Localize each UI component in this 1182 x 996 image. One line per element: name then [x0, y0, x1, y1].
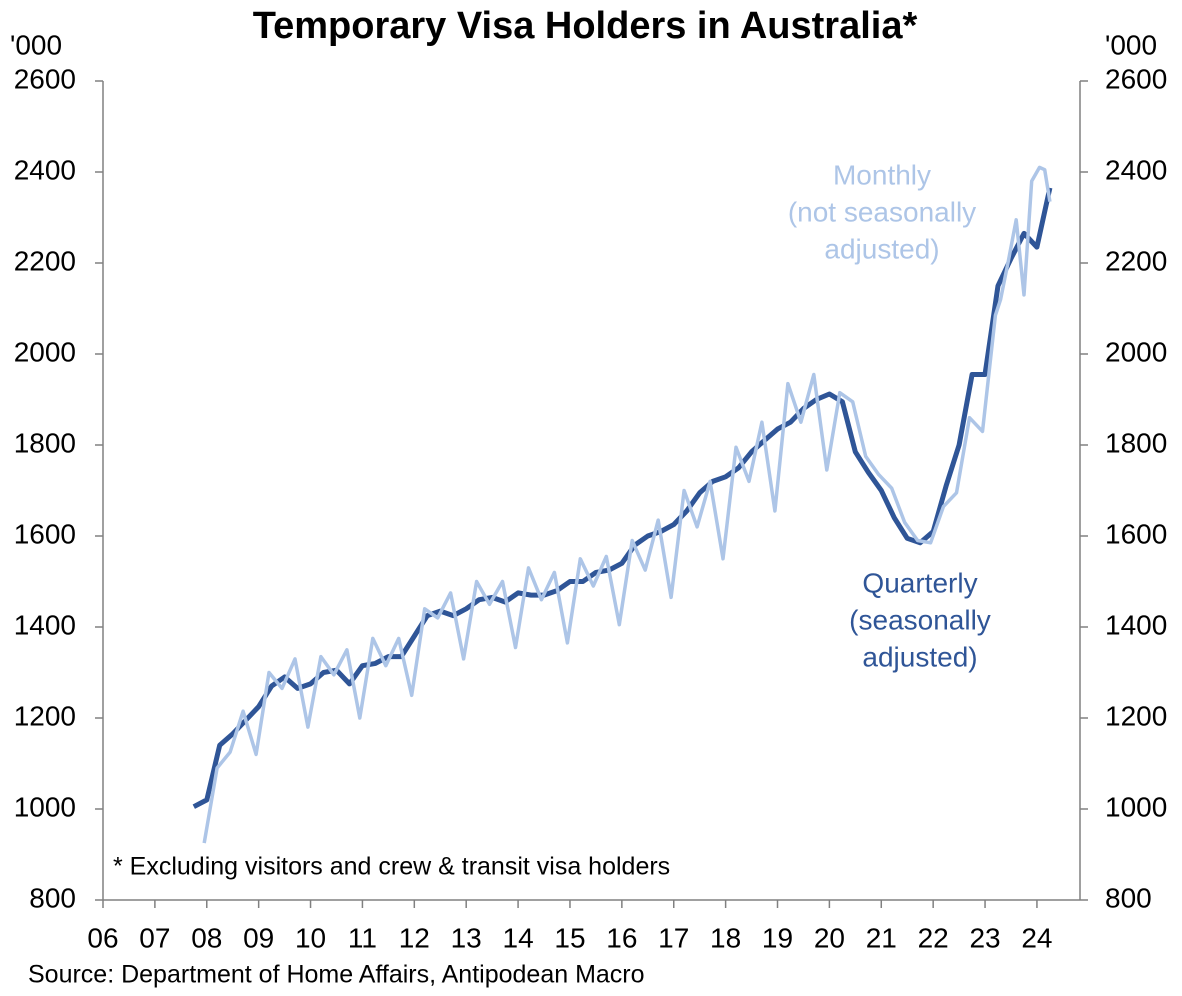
x-tick-label: 13 — [451, 922, 482, 953]
y2-tick-label: 2200 — [1105, 245, 1167, 276]
series-label: (not seasonally — [788, 196, 976, 227]
x-tick-label: 18 — [710, 922, 741, 953]
series-line — [192, 187, 1053, 809]
y2-tick-label: 1800 — [1105, 427, 1167, 458]
x-tick-label: 15 — [554, 922, 585, 953]
x-tick-label: 14 — [503, 922, 534, 953]
y-tick-label: 800 — [29, 882, 76, 913]
chart-title: Temporary Visa Holders in Australia* — [253, 5, 918, 47]
y2-tick-label: 1000 — [1105, 791, 1167, 822]
x-tick-label: 07 — [139, 922, 170, 953]
y-tick-label: 1000 — [14, 791, 76, 822]
y-tick-label: 1800 — [14, 427, 76, 458]
x-tick-label: 17 — [658, 922, 689, 953]
y2-tick-label: 800 — [1105, 882, 1152, 913]
x-tick-label: 12 — [399, 922, 430, 953]
y-tick-label: 2000 — [14, 336, 76, 367]
x-tick-label: 16 — [606, 922, 637, 953]
series-label: Monthly — [833, 159, 931, 190]
y2-tick-label: 2400 — [1105, 154, 1167, 185]
x-tick-label: 10 — [295, 922, 326, 953]
y2-unit: '000 — [1105, 29, 1157, 60]
y2-tick-label: 2600 — [1105, 63, 1167, 94]
x-tick-label: 20 — [814, 922, 845, 953]
x-tick-label: 22 — [918, 922, 949, 953]
x-tick-label: 24 — [1021, 922, 1052, 953]
y-unit: '000 — [10, 29, 62, 60]
x-tick-label: 23 — [969, 922, 1000, 953]
x-tick-label: 19 — [762, 922, 793, 953]
series-label: adjusted) — [862, 641, 977, 672]
x-tick-label: 06 — [87, 922, 118, 953]
y-tick-label: 2200 — [14, 245, 76, 276]
y2-tick-label: 2000 — [1105, 336, 1167, 367]
y-tick-label: 2400 — [14, 154, 76, 185]
y-tick-label: 1400 — [14, 609, 76, 640]
y-tick-label: 1600 — [14, 518, 76, 549]
y-tick-label: 2600 — [14, 63, 76, 94]
x-tick-label: 09 — [243, 922, 274, 953]
x-tick-label: 11 — [348, 922, 377, 953]
x-tick-label: 21 — [866, 922, 897, 953]
y-tick-label: 1200 — [14, 700, 76, 731]
x-tick-label: 08 — [191, 922, 222, 953]
y2-tick-label: 1600 — [1105, 518, 1167, 549]
source: Source: Department of Home Affairs, Anti… — [28, 961, 645, 989]
y2-tick-label: 1400 — [1105, 609, 1167, 640]
footnote: * Excluding visitors and crew & transit … — [113, 853, 670, 881]
series-label: adjusted) — [824, 233, 939, 264]
y2-tick-label: 1200 — [1105, 700, 1167, 731]
series-label: Quarterly — [862, 567, 977, 598]
series-label: (seasonally — [849, 604, 991, 635]
series-line — [202, 165, 1052, 844]
